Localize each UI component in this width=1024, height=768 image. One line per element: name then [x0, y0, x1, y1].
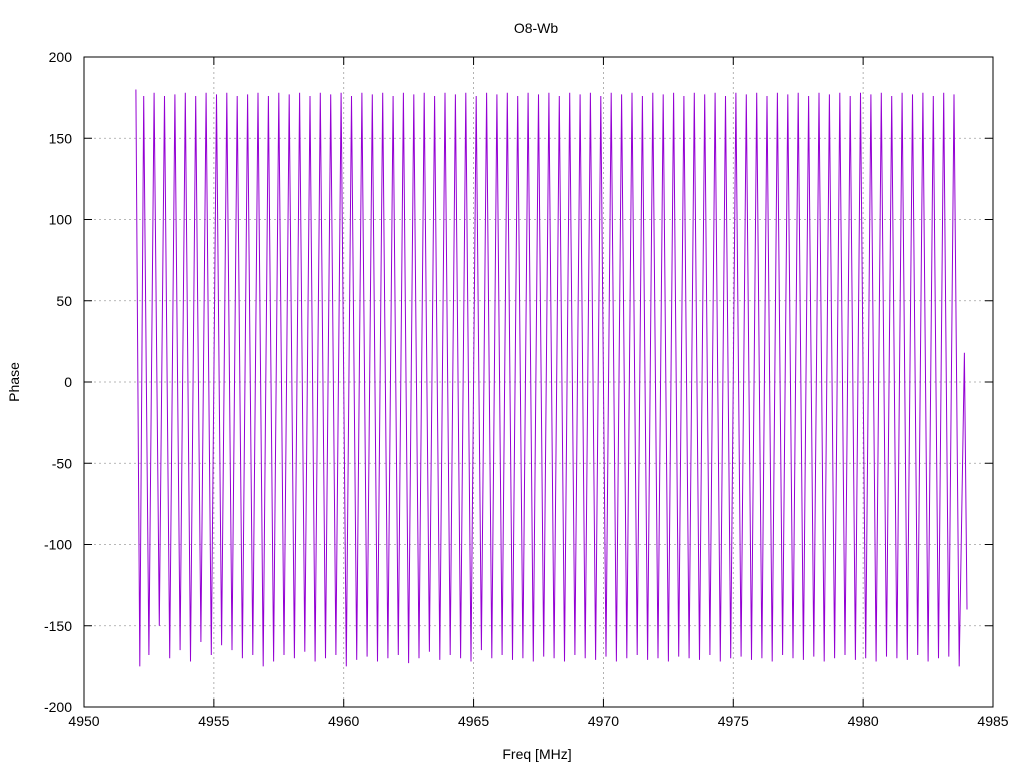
chart-title: O8-Wb — [514, 20, 559, 36]
x-tick-label: 4985 — [977, 713, 1008, 729]
x-tick-label: 4980 — [848, 713, 879, 729]
series-layer — [135, 89, 968, 667]
y-tick-label: 0 — [64, 374, 72, 390]
axis-ticks: 4950 4955 4960 4965 4970 4975 4980 4985 -200 -150… — [44, 49, 1009, 729]
x-tick-label: 4965 — [458, 713, 489, 729]
x-tick-label: 4950 — [68, 713, 99, 729]
x-tick-label: 4960 — [328, 713, 359, 729]
y-axis-label: Phase — [6, 362, 22, 402]
y-tick-label: 200 — [49, 49, 73, 65]
x-tick-label: 4970 — [588, 713, 619, 729]
y-tick-label: -200 — [44, 699, 72, 715]
y-tick-label: -50 — [52, 455, 72, 471]
y-tick-label: 100 — [49, 212, 73, 228]
x-axis-label: Freq [MHz] — [502, 746, 571, 762]
y-tick-label: 50 — [56, 293, 72, 309]
y-tick-label: -150 — [44, 618, 72, 634]
phase-series-line — [135, 89, 968, 667]
y-tick-label: 150 — [49, 130, 73, 146]
y-tick-label: -100 — [44, 537, 72, 553]
x-tick-label: 4955 — [198, 713, 229, 729]
x-tick-label: 4975 — [718, 713, 749, 729]
